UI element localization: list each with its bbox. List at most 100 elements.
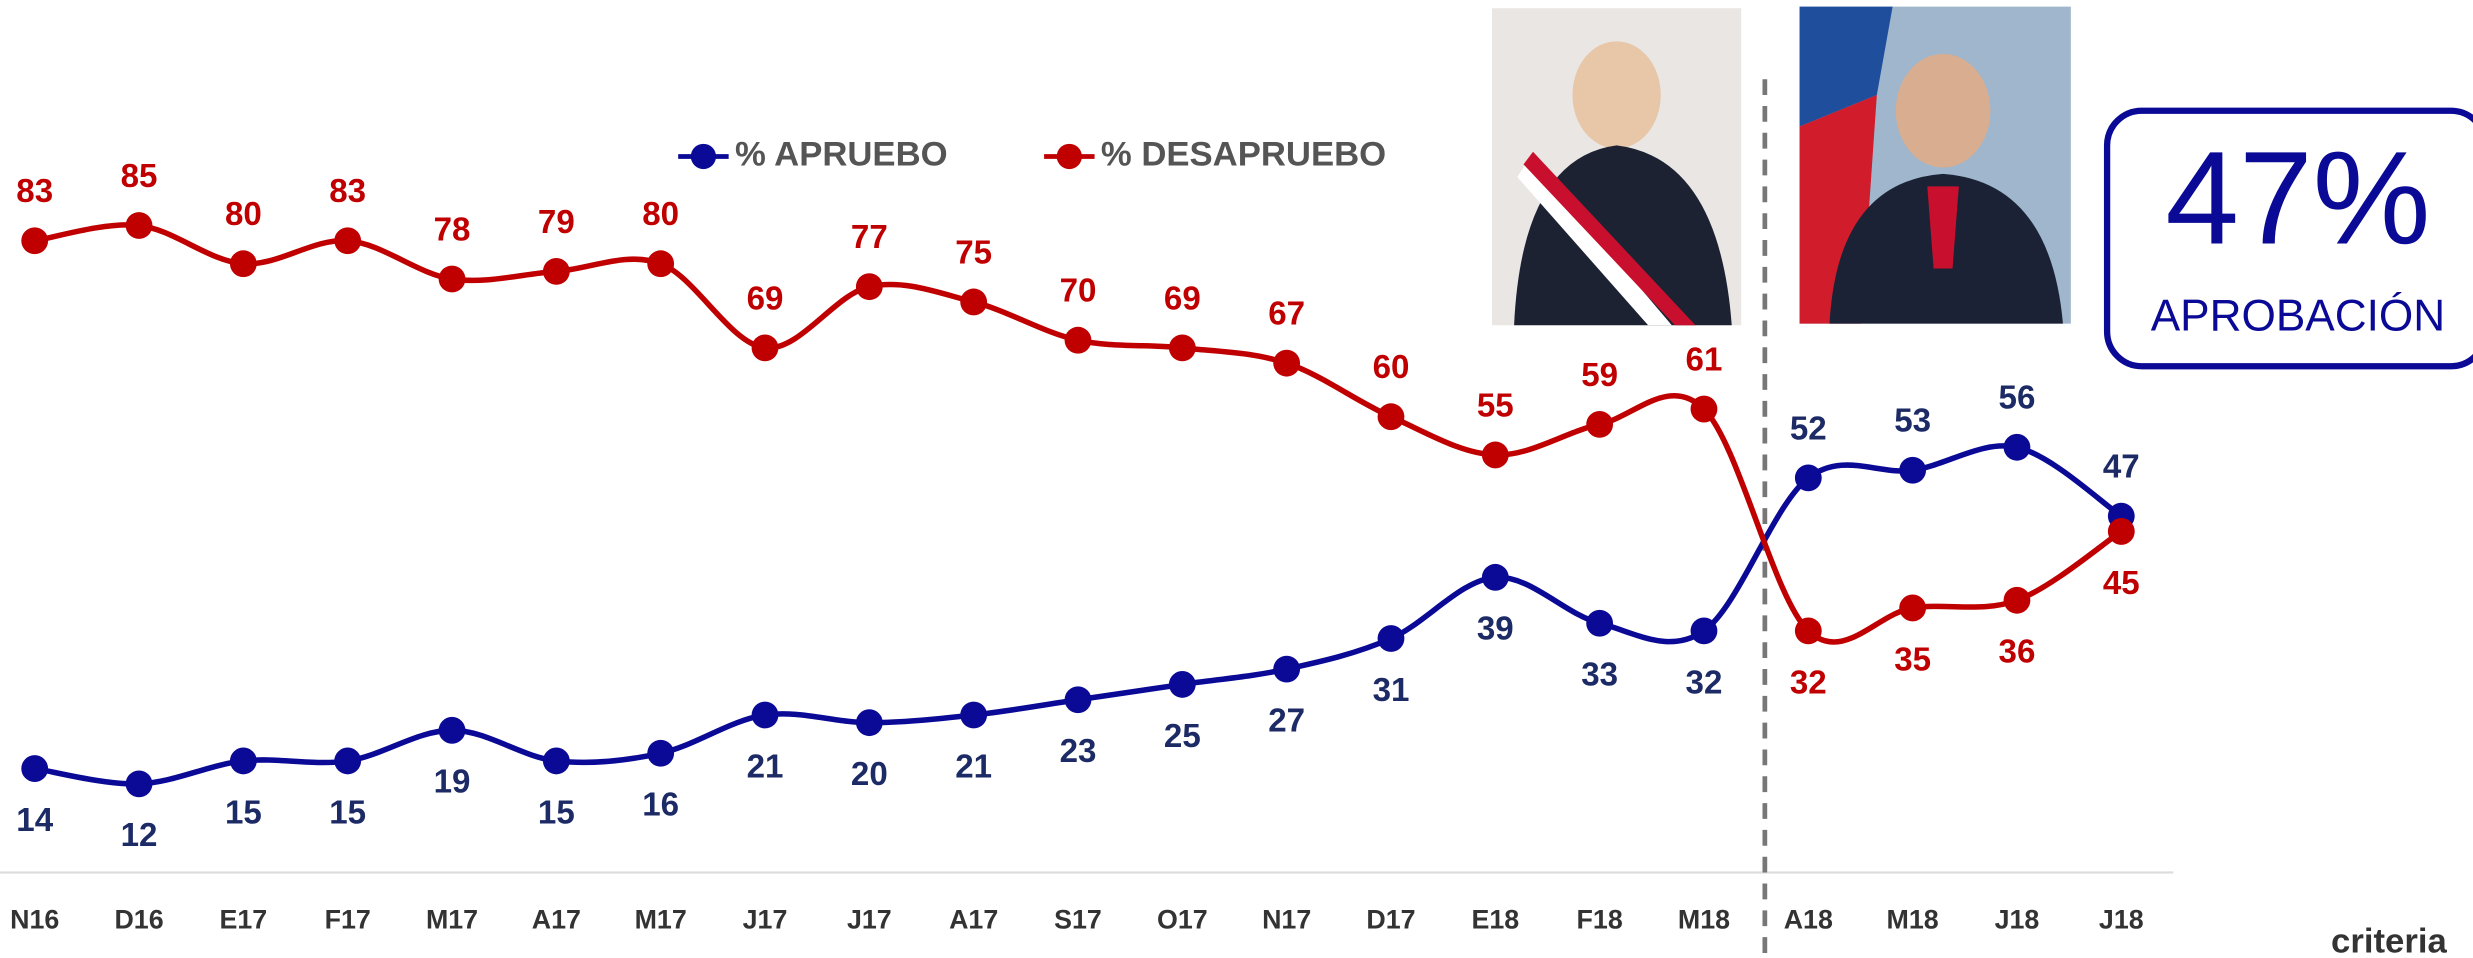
point: [855, 709, 883, 737]
data-label: 31: [1373, 672, 1410, 709]
photo-left: [1492, 8, 1742, 326]
data-label: 23: [1060, 733, 1097, 770]
point: [855, 273, 883, 301]
data-label: 83: [329, 173, 366, 210]
data-label: 15: [329, 794, 366, 831]
data-label: 69: [1164, 280, 1201, 317]
x-tick-label: M18: [1678, 904, 1730, 934]
data-label: 83: [16, 173, 53, 210]
point: [542, 747, 570, 775]
point: [1794, 464, 1822, 492]
data-label: 32: [1790, 664, 1827, 701]
data-label: 78: [434, 211, 471, 248]
data-label: 15: [538, 794, 575, 831]
logo: criteria: [2331, 923, 2447, 958]
data-label: 53: [1894, 403, 1931, 440]
point: [1064, 326, 1092, 354]
point: [1273, 655, 1301, 683]
point: [751, 701, 779, 729]
data-label: 52: [1790, 410, 1827, 447]
point: [647, 739, 675, 767]
point: [1586, 410, 1614, 438]
photo-right: [1799, 6, 2071, 324]
point: [438, 265, 466, 293]
data-label: 61: [1686, 341, 1723, 378]
x-tick-label: A18: [1784, 904, 1833, 934]
point: [125, 770, 153, 798]
x-tick-label: N16: [10, 904, 59, 934]
data-label: 14: [16, 802, 53, 839]
point: [1168, 334, 1196, 362]
data-label: 77: [851, 219, 888, 256]
series-line: [34, 222, 2123, 645]
data-label: 55: [1477, 387, 1514, 424]
data-label: 21: [747, 748, 784, 785]
data-label: 45: [2103, 565, 2140, 602]
point: [542, 257, 570, 285]
data-label: 75: [955, 234, 992, 271]
point: [1586, 609, 1614, 637]
legend-label: % APRUEBO: [735, 136, 948, 174]
x-tick-label: E18: [1471, 904, 1519, 934]
x-tick-label: F17: [325, 904, 371, 934]
point: [960, 288, 988, 316]
x-tick-label: M17: [635, 904, 687, 934]
data-label: 20: [851, 756, 888, 793]
point: [1481, 441, 1509, 469]
point: [2003, 433, 2031, 461]
point: [1273, 349, 1301, 377]
point: [1064, 686, 1092, 714]
point: [1690, 617, 1718, 645]
x-tick-label: J18: [1995, 904, 2040, 934]
highlight-value: 47%: [2165, 125, 2430, 273]
point: [125, 212, 153, 239]
data-label: 59: [1581, 357, 1618, 394]
point: [229, 747, 257, 775]
point: [751, 334, 779, 362]
data-label: 79: [538, 204, 575, 241]
point: [1794, 617, 1822, 645]
highlight-box: [2103, 107, 2473, 370]
data-label: 80: [642, 196, 679, 233]
x-tick-label: M18: [1887, 904, 1939, 934]
point: [1168, 671, 1196, 698]
point: [1377, 403, 1405, 431]
data-label: 21: [955, 748, 992, 785]
legend-marker: [690, 143, 717, 170]
point: [1377, 625, 1405, 652]
point: [647, 250, 675, 278]
x-tick-label: D17: [1366, 904, 1415, 934]
x-tick-label: F18: [1577, 904, 1623, 934]
data-label: 56: [1999, 380, 2036, 417]
data-label: 32: [1686, 664, 1723, 701]
data-label: 19: [434, 764, 471, 801]
data-label: 85: [121, 158, 158, 195]
point: [21, 227, 49, 255]
data-label: 25: [1164, 718, 1201, 755]
point: [334, 747, 362, 775]
point: [334, 227, 362, 255]
x-tick-label: S17: [1054, 904, 1102, 934]
series-line: [34, 443, 2123, 787]
point: [1690, 395, 1718, 423]
data-label: 39: [1477, 611, 1514, 648]
x-tick-label: A17: [949, 904, 998, 934]
point: [2003, 586, 2031, 614]
point: [21, 755, 49, 782]
point: [1899, 456, 1927, 484]
point: [2107, 518, 2135, 545]
data-label: 15: [225, 794, 262, 831]
point: [1481, 563, 1509, 591]
point: [1899, 594, 1927, 622]
data-label: 27: [1268, 703, 1305, 740]
highlight-label: APROBACIÓN: [2151, 292, 2445, 341]
x-tick-label: A17: [532, 904, 581, 934]
x-tick-label: E17: [220, 904, 268, 934]
x-tick-label: D16: [114, 904, 163, 934]
point: [229, 250, 257, 278]
legend-label: % DESAPRUEBO: [1101, 136, 1386, 174]
data-label: 47: [2103, 449, 2140, 486]
data-label: 12: [121, 817, 158, 854]
x-tick-label: J17: [847, 904, 892, 934]
